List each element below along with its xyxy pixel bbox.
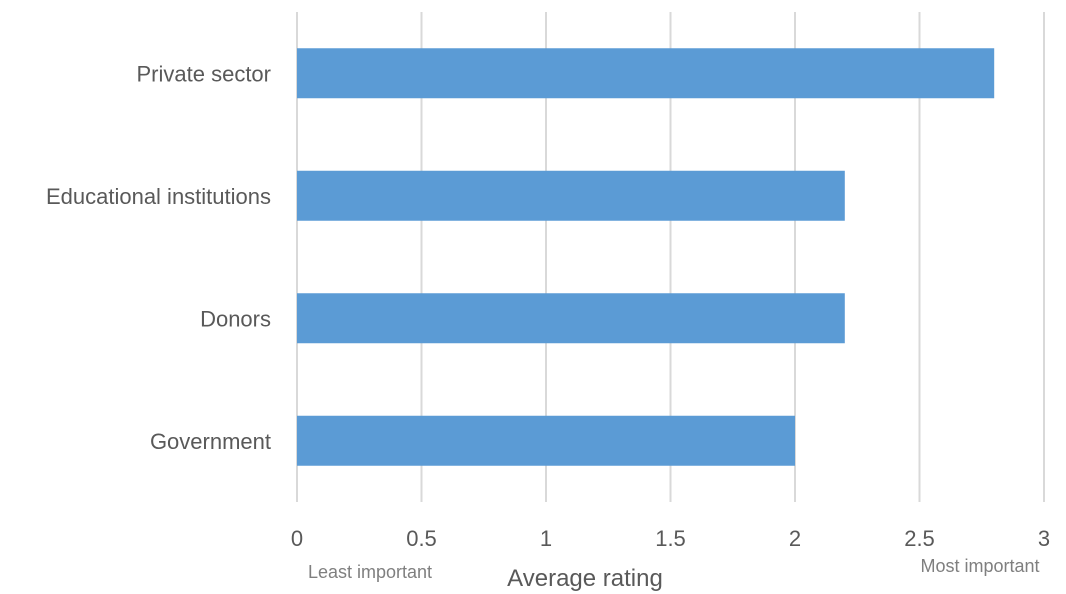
x-tick-label: 0 xyxy=(291,526,303,551)
x-min-note: Least important xyxy=(308,562,432,582)
x-tick-labels: 0 0.5 1 1.5 2 2.5 3 xyxy=(291,526,1050,551)
category-label: Government xyxy=(150,429,271,454)
bars xyxy=(297,48,995,466)
category-label: Educational institutions xyxy=(46,184,271,209)
x-axis-title: Average rating xyxy=(507,565,663,592)
bar xyxy=(297,170,845,221)
category-label: Donors xyxy=(200,306,271,331)
x-tick-label: 3 xyxy=(1038,526,1050,551)
bar xyxy=(297,415,795,466)
bar xyxy=(297,48,995,99)
bar xyxy=(297,293,845,344)
category-label: Private sector xyxy=(137,61,272,86)
category-labels: Private sector Educational institutions Do… xyxy=(46,61,271,454)
x-tick-label: 0.5 xyxy=(406,526,437,551)
x-tick-label: 1.5 xyxy=(655,526,686,551)
x-tick-label: 1 xyxy=(540,526,552,551)
x-tick-label: 2.5 xyxy=(904,526,935,551)
x-max-note: Most important xyxy=(920,556,1039,576)
x-tick-label: 2 xyxy=(789,526,801,551)
